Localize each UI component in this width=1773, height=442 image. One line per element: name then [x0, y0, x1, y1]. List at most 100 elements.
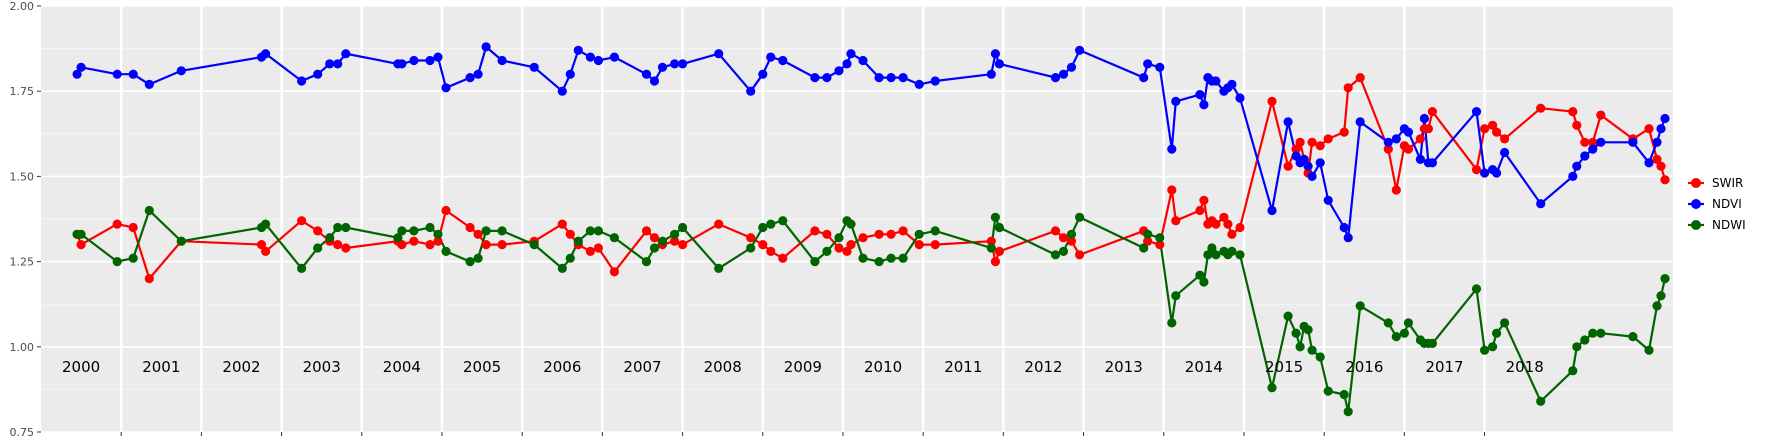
data-point-ndwi: [1399, 328, 1409, 338]
data-point-ndwi: [128, 253, 138, 263]
data-point-ndvi: [842, 59, 852, 69]
data-point-ndwi: [1143, 229, 1153, 239]
data-point-swir: [1050, 226, 1061, 236]
data-point-swir: [112, 219, 122, 229]
data-point-swir: [256, 240, 267, 250]
data-point-ndvi: [144, 79, 154, 89]
data-point-swir: [1391, 185, 1401, 195]
data-point-ndvi: [778, 55, 788, 66]
data-point-ndwi: [766, 219, 776, 229]
data-point-ndvi: [714, 49, 724, 59]
data-point-ndwi: [1580, 335, 1590, 345]
data-point-ndvi: [1415, 154, 1425, 164]
data-point-ndvi: [670, 59, 680, 69]
data-point-ndwi: [176, 236, 186, 246]
data-point-ndwi: [1155, 233, 1165, 243]
data-point-ndvi: [1580, 151, 1590, 161]
data-point-ndvi: [1307, 171, 1317, 181]
data-point-ndvi: [1066, 62, 1077, 72]
data-point-ndvi: [313, 69, 323, 79]
data-point-ndvi: [261, 49, 271, 59]
data-point-ndvi: [1419, 113, 1429, 124]
data-point-ndvi: [1155, 62, 1165, 72]
data-point-swir: [1536, 103, 1546, 113]
year-separators: [119, 6, 1486, 432]
year-label: 2003: [303, 358, 341, 376]
data-point-swir: [1155, 240, 1165, 250]
data-point-ndwi: [822, 246, 832, 256]
data-point-swir: [1171, 216, 1181, 226]
data-point-swir: [778, 253, 788, 263]
data-point-swir: [565, 229, 575, 239]
data-point-ndwi: [1572, 342, 1582, 352]
data-point-swir: [1415, 134, 1425, 144]
year-label: 2016: [1345, 358, 1383, 376]
data-point-swir: [557, 219, 567, 229]
data-point-ndvi: [76, 62, 86, 72]
data-point-ndwi: [1171, 291, 1181, 301]
data-point-swir: [1167, 185, 1177, 195]
data-point-ndwi: [76, 229, 86, 239]
data-point-swir: [1223, 219, 1233, 229]
data-point-ndvi: [1267, 205, 1277, 216]
y-axis: 0.75 1.00 1.25 1.50 1.75 2.00: [10, 0, 41, 439]
data-point-swir: [1323, 134, 1333, 144]
data-point-ndvi: [433, 52, 443, 62]
data-point-ndwi: [1199, 277, 1209, 287]
data-point-swir: [1195, 205, 1205, 216]
data-point-swir: [1652, 154, 1662, 164]
data-point-ndwi: [1500, 318, 1510, 328]
data-point-swir: [1480, 124, 1490, 134]
data-point-ndvi: [409, 55, 419, 66]
data-point-swir: [678, 240, 688, 250]
year-label: 2018: [1506, 358, 1544, 376]
data-point-ndvi: [593, 55, 604, 66]
series-points: [72, 42, 1670, 417]
data-point-swir: [1199, 195, 1209, 205]
data-point-ndvi: [481, 42, 491, 52]
data-point-swir: [1267, 96, 1277, 106]
data-point-ndvi: [846, 49, 856, 59]
data-point-swir: [497, 240, 507, 250]
data-point-ndwi: [670, 229, 680, 239]
data-point-swir: [1339, 127, 1349, 137]
year-label: 2004: [383, 358, 421, 376]
data-point-swir: [1572, 120, 1582, 130]
data-point-ndwi: [1227, 246, 1237, 256]
year-label: 2017: [1425, 358, 1463, 376]
data-point-ndwi: [557, 263, 567, 273]
data-point-ndvi: [1291, 151, 1301, 161]
data-point-swir: [1211, 219, 1221, 229]
year-label: 2007: [623, 358, 661, 376]
data-point-ndvi: [914, 79, 924, 89]
year-label: 2015: [1265, 358, 1303, 376]
data-point-ndwi: [573, 236, 583, 246]
data-point-ndwi: [325, 233, 335, 243]
data-point-swir: [1568, 107, 1578, 117]
data-point-ndvi: [858, 55, 868, 66]
data-point-ndvi: [565, 69, 575, 79]
y-tick-label: 0.75: [10, 426, 35, 439]
data-point-ndwi: [609, 233, 620, 243]
data-point-ndvi: [573, 45, 583, 55]
data-point-swir: [810, 226, 820, 236]
data-point-ndwi: [886, 253, 896, 263]
data-point-ndwi: [313, 243, 323, 253]
year-label: 2011: [944, 358, 982, 376]
data-point-ndwi: [1139, 243, 1149, 253]
data-point-swir: [333, 240, 343, 250]
data-point-swir: [473, 229, 483, 239]
data-point-swir: [746, 233, 756, 243]
data-point-ndvi: [497, 55, 507, 66]
data-point-ndwi: [990, 212, 1001, 222]
data-point-swir: [994, 246, 1005, 256]
data-point-ndvi: [822, 73, 832, 83]
data-point-swir: [1644, 124, 1654, 134]
data-point-ndwi: [746, 243, 756, 253]
data-point-ndvi: [1656, 124, 1666, 134]
data-point-ndvi: [529, 62, 539, 72]
data-point-ndvi: [1536, 199, 1546, 209]
data-point-swir: [1291, 144, 1301, 154]
data-point-ndvi: [1628, 137, 1638, 147]
data-point-ndwi: [1355, 301, 1365, 311]
